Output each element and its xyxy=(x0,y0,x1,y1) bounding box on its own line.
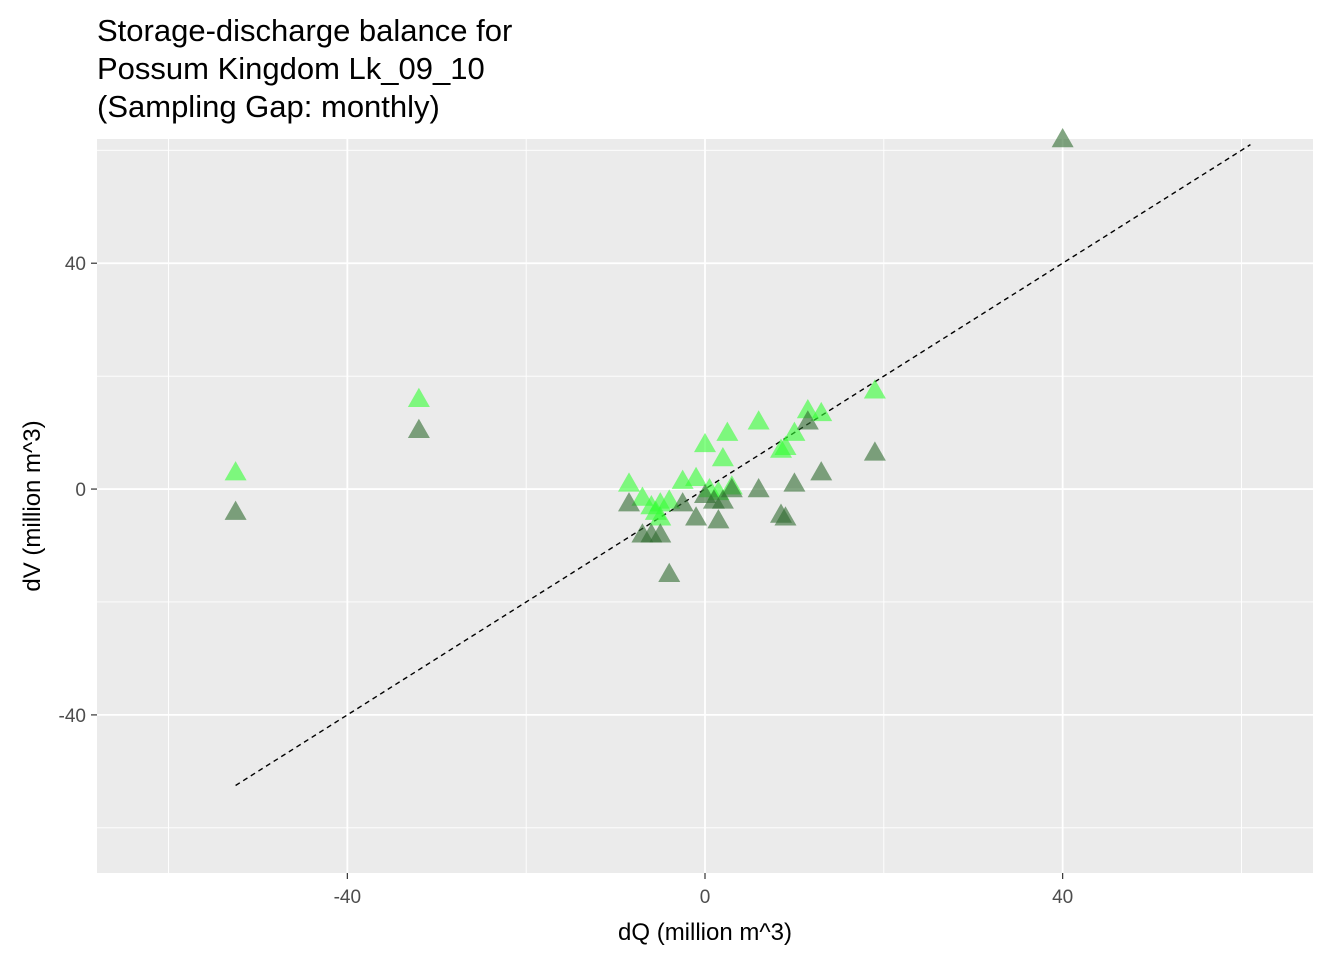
y-tick-label: -40 xyxy=(59,706,86,727)
data-point-dark xyxy=(796,410,819,430)
x-axis-label: dQ (million m^3) xyxy=(618,919,792,946)
data-point-light xyxy=(863,379,886,399)
data-point-light xyxy=(649,506,672,526)
data-point-dark xyxy=(720,478,743,498)
y-axis: -40 0 40 xyxy=(59,254,97,727)
data-point-dark xyxy=(1051,128,1074,148)
x-tick-label: 40 xyxy=(1052,887,1073,908)
data-point-light xyxy=(407,387,430,407)
data-point-light xyxy=(694,432,716,453)
data-point-dark xyxy=(658,562,681,583)
data-point-light xyxy=(810,401,833,422)
data-point-dark xyxy=(649,523,672,543)
y-tick-label: 0 xyxy=(75,480,86,501)
data-point-dark xyxy=(711,489,734,509)
data-point-dark xyxy=(810,461,833,481)
data-point-light xyxy=(747,410,770,430)
data-point-light xyxy=(711,447,734,467)
data-point-dark xyxy=(783,472,806,492)
x-axis: -40 0 40 xyxy=(334,873,1073,908)
y-tick-label: 40 xyxy=(65,254,86,275)
data-point-light xyxy=(716,421,739,441)
x-tick-label: -40 xyxy=(334,887,361,908)
data-point-dark xyxy=(224,500,247,520)
data-point-dark xyxy=(747,478,770,498)
data-point-light xyxy=(783,421,806,441)
chart-title-line-2: Possum Kingdom Lk_09_10 xyxy=(97,51,485,86)
data-point-dark xyxy=(618,492,640,512)
data-point-light xyxy=(774,435,797,455)
data-point-dark xyxy=(685,506,708,526)
data-point-light xyxy=(224,461,247,481)
y-axis-label: dV (million m^3) xyxy=(19,420,46,591)
chart-title: Storage-discharge balance for Possum Kin… xyxy=(97,12,512,126)
chart-title-line-3: (Sampling Gap: monthly) xyxy=(97,89,440,124)
data-point-light xyxy=(685,466,708,487)
data-points xyxy=(224,128,1074,583)
data-point-dark xyxy=(671,492,694,512)
reference-line xyxy=(235,144,1251,787)
data-point-dark xyxy=(774,506,797,526)
x-tick-label: 0 xyxy=(700,887,711,908)
data-point-light xyxy=(618,472,640,492)
data-point-dark xyxy=(707,509,730,529)
chart-title-line-1: Storage-discharge balance for xyxy=(97,13,513,48)
data-point-dark xyxy=(863,441,886,461)
data-point-light xyxy=(631,486,654,506)
data-point-dark xyxy=(407,418,430,439)
data-point-light xyxy=(796,399,819,419)
data-point-light xyxy=(658,489,681,509)
